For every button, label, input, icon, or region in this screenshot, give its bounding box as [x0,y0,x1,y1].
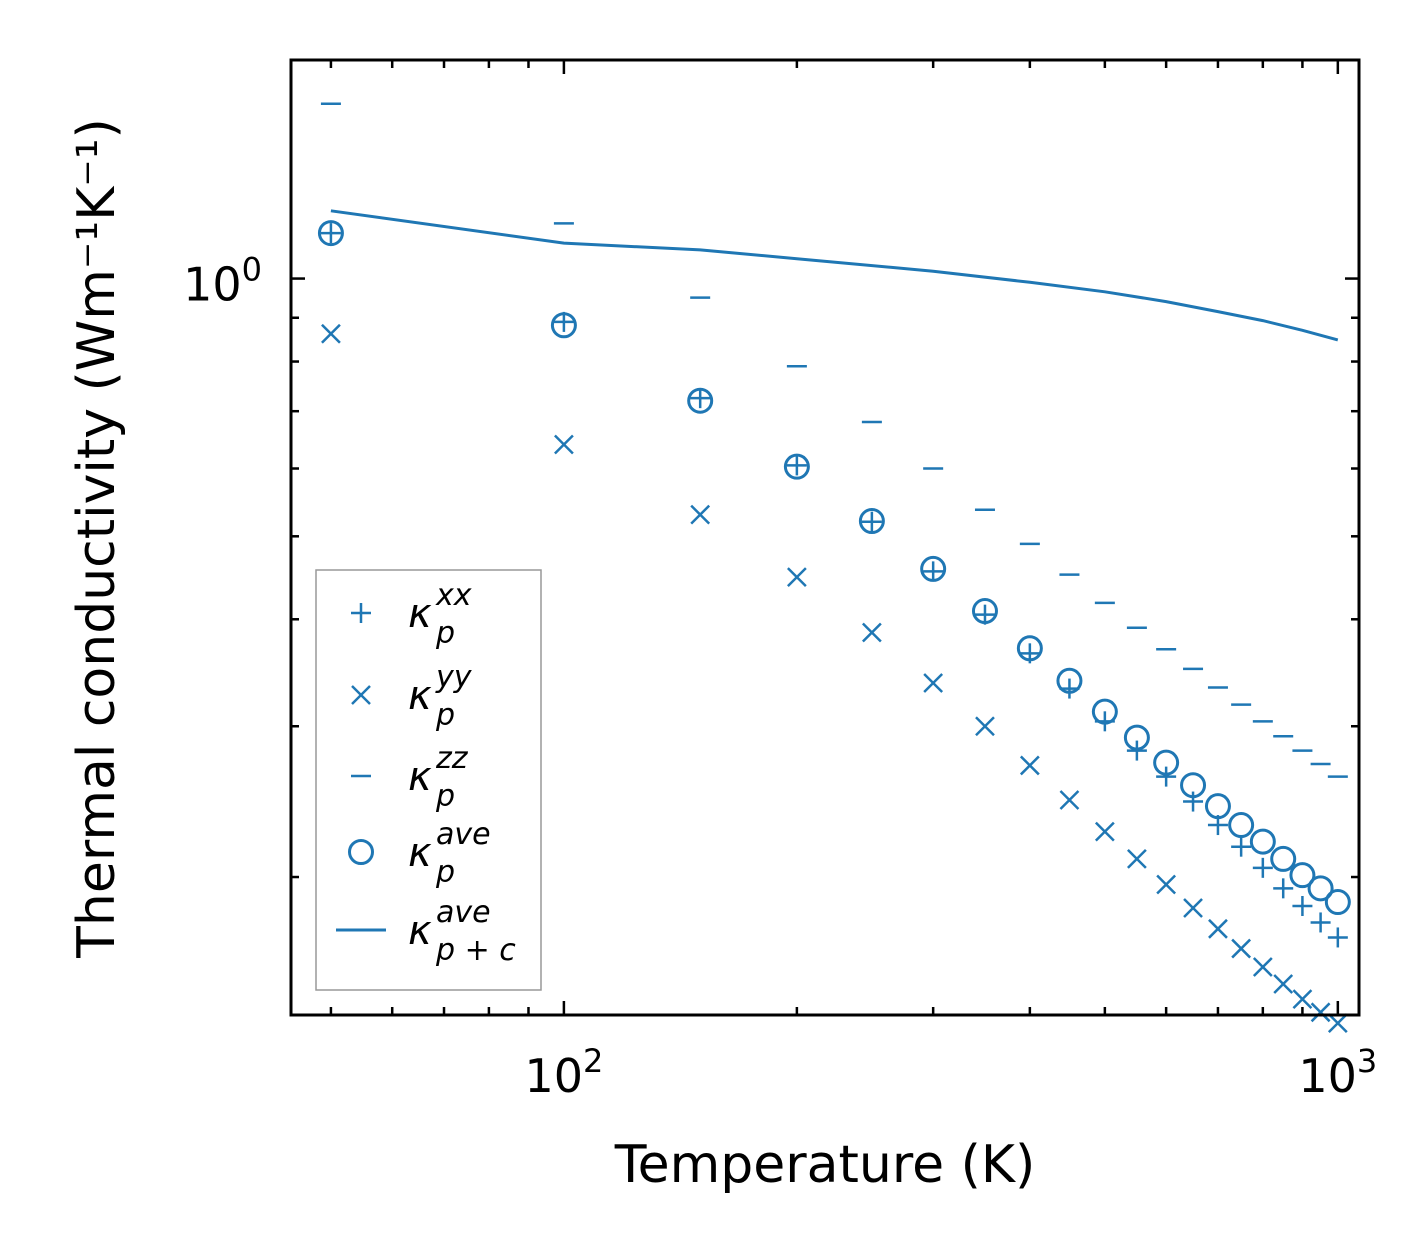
series-ave_pc [330,209,1339,342]
data-point-yy [1252,957,1273,977]
series-yy [321,323,1348,1034]
series-line-ave_pc [330,209,1339,342]
data-point-ave [1249,828,1276,855]
series-zz [320,102,1348,778]
series-xx [320,223,1348,948]
data-point-xx [1183,791,1204,812]
data-point-yy [690,504,711,525]
data-point-ave [1228,812,1255,839]
data-point-ave [971,598,998,625]
data-point-yy [554,434,574,455]
data-point-yy [1019,755,1040,776]
data-point-yy [321,323,341,344]
x-tick-labels: 102 103 [524,1042,1377,1103]
data-point-ave [1324,889,1351,916]
data-point-yy [1156,874,1177,895]
x-axis-label: Temperature (K) [614,1135,1036,1195]
data-point-ave [1270,845,1297,872]
major-ticks [291,60,1359,1015]
data-point-ave [1153,749,1180,776]
data-point-ave [1056,667,1083,694]
legend-label-xx: κ xx p [408,578,472,651]
data-point-yy [1059,790,1080,810]
data-point-ave [1180,772,1207,799]
data-point-xx [690,388,711,409]
data-point-yy [1273,974,1294,994]
data-point-ave [1123,724,1150,751]
legend-label-yy: κ yy p [408,660,473,733]
legend: κ xx p κ yy p κ zz pκ ave pκ ave p + c [315,569,542,991]
data-point-yy [1231,938,1252,959]
data-point-yy [1094,821,1115,842]
data-point-xx [861,511,882,532]
legend-label-ave_pc: κ ave p + c [408,895,516,968]
legend-label-zz: κ zz p [408,741,469,814]
legend-marker-xx [351,603,371,623]
data-point-ave [1091,698,1118,725]
legend-marker-ave [348,839,374,865]
data-point-yy [1292,989,1313,1010]
x-tick-label: 102 [524,1042,603,1103]
data-point-xx [1292,896,1313,917]
legend-box [315,569,542,991]
y-tick-labels: 100 [183,251,262,312]
data-point-ave [783,453,810,480]
data-point-yy [786,567,807,588]
data-point-ave [1307,875,1334,902]
data-point-xx [1126,740,1147,761]
data-point-ave [920,555,947,582]
data-point-xx [1156,766,1177,787]
data-point-ave [1204,793,1231,820]
legend-marker-yy [351,685,371,705]
series-layer [317,102,1351,1034]
x-tick-label: 103 [1298,1042,1377,1103]
data-point-yy [1208,918,1228,939]
data-point-xx [320,223,341,244]
data-point-xx [786,455,807,476]
data-point-ave [550,312,577,339]
data-point-ave [687,387,714,414]
data-point-xx [1231,836,1252,857]
data-point-yy [923,673,944,693]
data-point-ave [1016,635,1043,662]
y-tick-label: 100 [183,251,262,312]
y-axis-label: Thermal conductivity (Wm⁻¹K⁻¹) [67,118,127,959]
series-ave [317,220,1351,916]
data-point-yy [861,622,882,643]
data-point-yy [1127,848,1147,869]
data-point-ave [317,220,344,247]
data-point-xx [1252,857,1273,878]
data-point-ave [858,508,885,535]
axes-frame [289,58,1361,1017]
data-point-yy [975,716,995,737]
data-point-xx [1273,878,1294,899]
data-point-xx [1327,927,1348,948]
data-point-ave [1289,862,1316,889]
data-point-yy [1183,898,1203,918]
legend-label-ave: κ ave p [408,817,491,890]
data-point-xx [923,561,944,582]
data-point-xx [1310,912,1331,933]
data-point-yy [1310,1002,1331,1023]
data-point-yy [1327,1013,1348,1034]
